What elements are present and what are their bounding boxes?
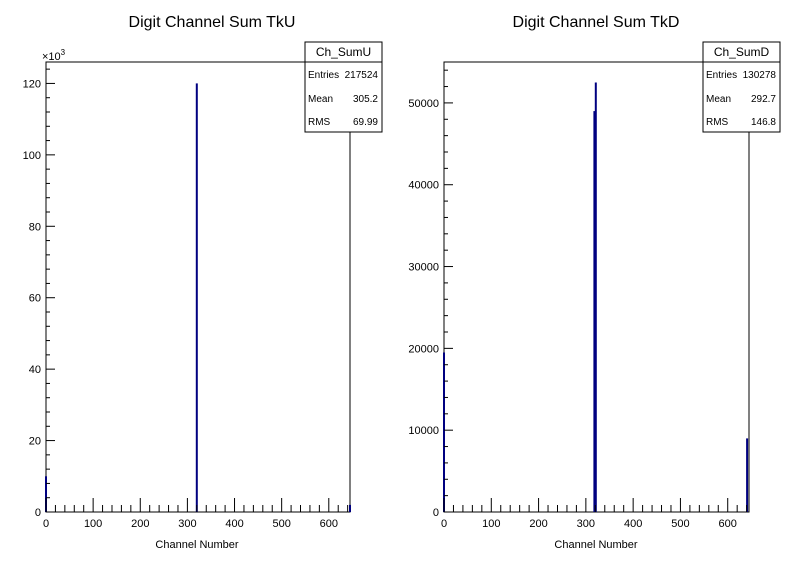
chart-title: Digit Channel Sum TkU [129,14,296,31]
histogram-bins [45,83,351,513]
histogram-bin [195,83,198,513]
histogram-bin [349,504,351,512]
stats-mean-label: Mean [706,94,731,105]
x-tick-label: 100 [482,518,500,530]
y-tick-label: 40 [29,364,41,376]
y-tick-label: 40000 [408,180,439,192]
histogram-bins [443,82,749,512]
stats-rms-value: 69.99 [353,117,378,128]
stats-entries-label: Entries [706,70,737,81]
y-tick-label: 120 [23,78,41,90]
x-tick-label: 400 [624,518,642,530]
x-tick-label: 0 [43,518,49,530]
x-axis-label: Channel Number [554,539,637,551]
stats-name: Ch_SumD [714,45,770,59]
x-tick-label: 100 [84,518,102,530]
stats-mean-label: Mean [308,94,333,105]
histogram-bin [443,352,445,512]
y-tick-label: 80 [29,221,41,233]
histogram-bin [45,476,47,512]
exponent-power: 3 [61,48,66,57]
stats-entries-label: Entries [308,70,339,81]
plot-frame [45,61,351,513]
histogram-panel-tkd: Digit Channel Sum TkD 0 100 200 300 400 500 60… [408,14,781,551]
stats-entries-value: 130278 [743,70,777,81]
y-axis-ticks: 0 10000 20000 30000 40000 50000 [408,69,453,519]
y-tick-label: 20 [29,436,41,448]
stats-mean-value: 305.2 [353,94,378,105]
stats-box: Ch_SumU Entries 217524 Mean 305.2 RMS 69… [304,41,383,133]
x-tick-label: 600 [719,518,737,530]
x-tick-label: 500 [272,518,290,530]
y-tick-label: 0 [35,507,41,519]
y-tick-label: 60 [29,293,41,305]
x-axis-ticks: 0 100 200 300 400 500 600 [43,498,349,530]
histogram-bin [593,111,596,512]
stats-box: Ch_SumD Entries 130278 Mean 292.7 RMS 14… [702,41,781,133]
stats-rms-label: RMS [308,117,331,128]
stats-rms-label: RMS [706,117,729,128]
y-tick-label: 10000 [408,425,439,437]
x-tick-label: 500 [671,518,689,530]
chart-title: Digit Channel Sum TkD [513,14,680,31]
exponent-base: ×10 [42,51,61,63]
axis-exponent-label: ×103 [42,48,66,63]
y-tick-label: 50000 [408,98,439,110]
y-tick-label: 100 [23,150,41,162]
stats-rms-value: 146.8 [751,117,776,128]
x-axis-ticks: 0 100 200 300 400 500 600 [441,498,748,530]
stats-entries-value: 217524 [345,70,379,81]
x-tick-label: 200 [131,518,149,530]
y-tick-label: 20000 [408,343,439,355]
histogram-bin [594,82,597,512]
x-tick-label: 0 [441,518,447,530]
x-tick-label: 300 [577,518,595,530]
y-tick-label: 30000 [408,262,439,274]
y-tick-label: 0 [433,507,439,519]
stats-name: Ch_SumU [316,45,371,59]
histogram-bin [746,438,749,512]
x-axis-label: Channel Number [155,539,238,551]
x-tick-label: 300 [178,518,196,530]
stats-mean-value: 292.7 [751,94,776,105]
x-tick-label: 400 [225,518,243,530]
x-tick-label: 200 [529,518,547,530]
x-tick-label: 600 [320,518,338,530]
histogram-panel-tku: Digit Channel Sum TkU 0 100 200 300 400 500 60… [23,14,383,551]
y-axis-ticks: 0 20 40 60 80 100 120 [23,68,55,519]
